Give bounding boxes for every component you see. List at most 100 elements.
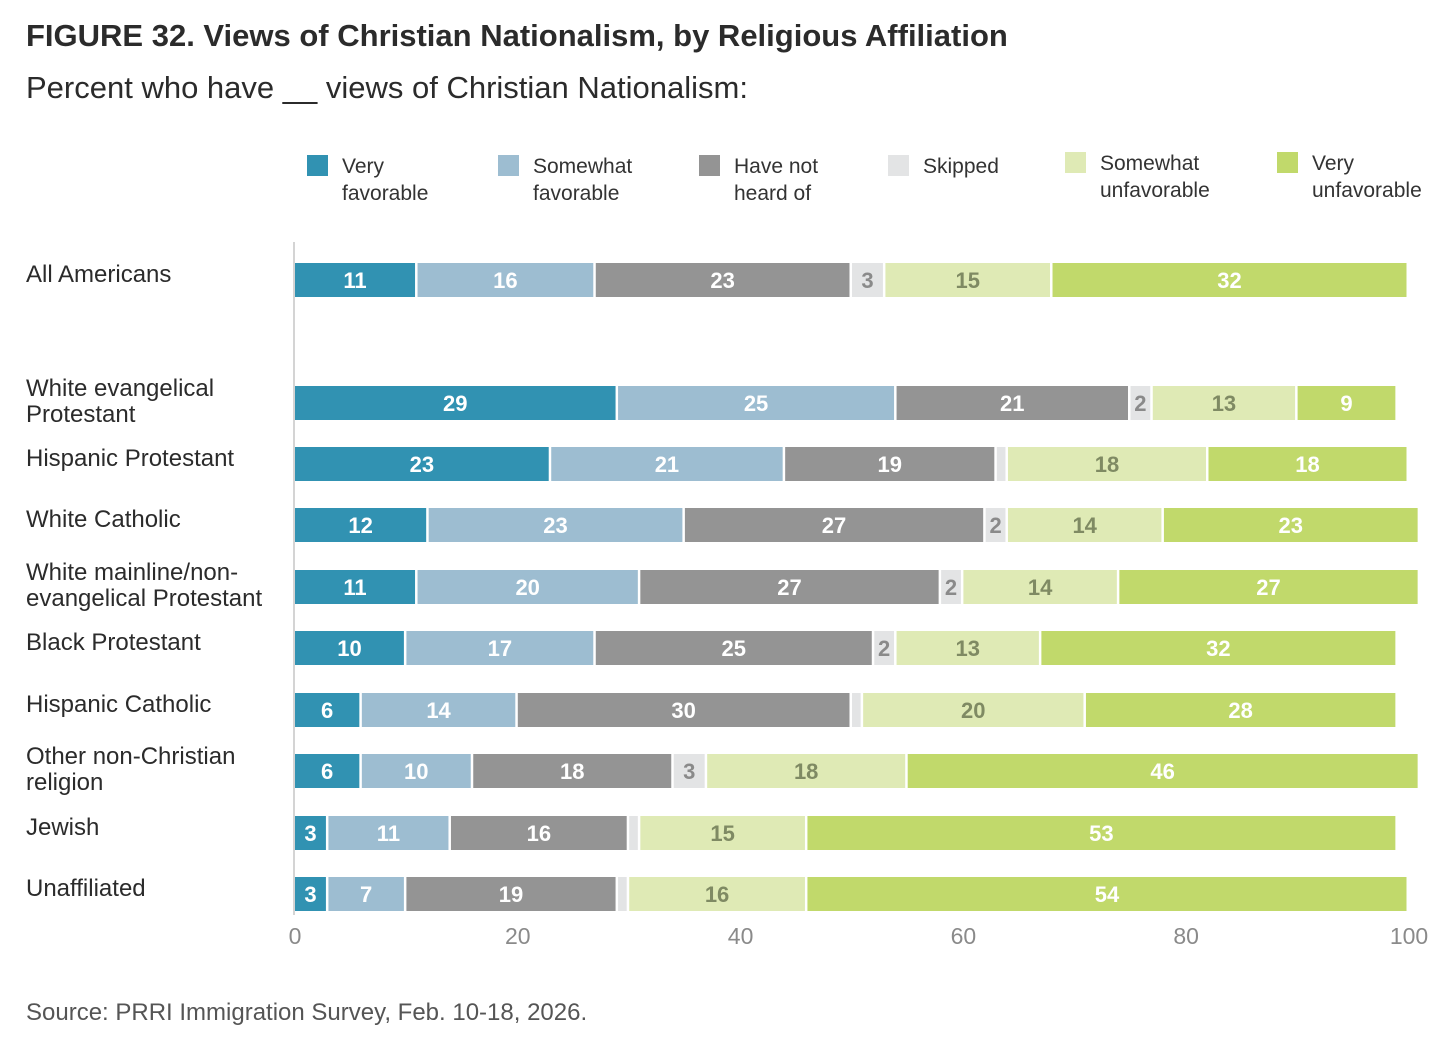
category-label: Hispanic Protestant: [26, 445, 234, 472]
data-label: 3: [304, 882, 316, 907]
category-label: Hispanic Catholic: [26, 691, 211, 718]
x-tick-label: 0: [289, 923, 302, 949]
bar-segment: [1297, 386, 1396, 420]
data-label: 16: [705, 882, 729, 907]
bar-segment: [618, 877, 627, 911]
x-tick-label: 40: [728, 923, 754, 949]
data-label: 3: [304, 821, 316, 846]
bar-segment: [707, 754, 906, 788]
data-label: 18: [794, 759, 818, 784]
legend-item-3: Skipped: [888, 155, 999, 178]
bar-segment: [295, 447, 549, 481]
bar-segment: [885, 263, 1051, 297]
legend-label: Very: [1312, 152, 1355, 175]
bar-segment: [473, 754, 672, 788]
bar-segment: [295, 631, 404, 665]
bar-segment: [595, 631, 872, 665]
data-label: 12: [348, 513, 372, 538]
data-label: 20: [961, 698, 985, 723]
bar-segment: [1041, 631, 1396, 665]
bar-row: 29 25 21 2 13 9: [295, 386, 1396, 420]
legend-label: unfavorable: [1100, 179, 1210, 202]
bar-segment: [863, 693, 1084, 727]
category-labels: All Americans White evangelicalProtestant…: [26, 261, 262, 902]
bar-segment: [1130, 386, 1151, 420]
source-note: Source: PRRI Immigration Survey, Feb. 10…: [26, 999, 588, 1026]
bar-segment: [996, 447, 1006, 481]
data-label: 6: [321, 759, 333, 784]
data-label: 2: [1134, 391, 1146, 416]
data-label: 23: [410, 452, 434, 477]
data-label: 6: [321, 698, 333, 723]
bar-segment: [1119, 570, 1418, 604]
bar-segment: [907, 754, 1418, 788]
legend-label: Somewhat: [1100, 152, 1199, 175]
data-label: 14: [426, 698, 451, 723]
legend-item-0: Very favorable: [307, 155, 428, 205]
bar-segment: [551, 447, 783, 481]
legend-label: Somewhat: [533, 155, 632, 178]
bar-segment: [640, 816, 805, 850]
data-label: 14: [1072, 513, 1097, 538]
bar-row: 3 11 16 15 53: [295, 816, 1396, 850]
data-label: 16: [527, 821, 551, 846]
bar-segment: [896, 386, 1128, 420]
bar-segment: [874, 631, 895, 665]
chart-title: FIGURE 32. Views of Christian Nationalis…: [26, 18, 1008, 53]
data-label: 18: [560, 759, 584, 784]
category-label: Black Protestant: [26, 629, 201, 656]
data-label: 19: [499, 882, 523, 907]
bar-row: 6 14 30 20 28: [295, 693, 1396, 727]
data-label: 9: [1340, 391, 1352, 416]
bar-segment: [417, 570, 638, 604]
bar-segment: [295, 570, 416, 604]
bar-segment: [406, 631, 594, 665]
x-tick-label: 20: [505, 923, 531, 949]
bar-segment: [328, 816, 449, 850]
legend-label: Very: [342, 155, 385, 178]
bar-segment: [295, 816, 326, 850]
legend-swatch: [888, 155, 909, 176]
legend-swatch: [498, 155, 519, 176]
data-label: 2: [878, 636, 890, 661]
bar-segment: [406, 877, 616, 911]
bar-segment: [963, 570, 1117, 604]
bar-segment: [1007, 447, 1206, 481]
legend: Very favorable Somewhat favorable Have not he…: [307, 152, 1422, 205]
category-label: Protestant: [26, 401, 136, 428]
bar-row: 23 21 19 18 18: [295, 447, 1407, 481]
data-label: 2: [989, 513, 1001, 538]
bar-segment: [852, 263, 883, 297]
data-label: 3: [861, 268, 873, 293]
bar-segment: [807, 877, 1407, 911]
x-tick-label: 100: [1390, 923, 1428, 949]
legend-item-4: Somewhat unfavorable: [1065, 152, 1210, 202]
bar-segment: [807, 816, 1396, 850]
data-label: 11: [377, 821, 400, 846]
bar-row: 10 17 25 2 13 32: [295, 631, 1396, 665]
data-label: 7: [360, 882, 372, 907]
bar-segment: [629, 816, 638, 850]
data-label: 32: [1206, 636, 1230, 661]
data-label: 2: [945, 575, 957, 600]
bar-segment: [941, 570, 961, 604]
bar-segment: [295, 693, 360, 727]
bar-segment: [852, 693, 861, 727]
bar-segment: [684, 508, 984, 542]
category-label: White mainline/non-: [26, 559, 238, 586]
legend-item-1: Somewhat favorable: [498, 155, 632, 205]
bar-row: 6 10 18 3 18 46: [295, 754, 1418, 788]
category-label: Other non-Christian: [26, 743, 235, 770]
data-label: 13: [1212, 391, 1236, 416]
data-label: 19: [877, 452, 901, 477]
bar-segment: [1007, 508, 1162, 542]
bar-row: 12 23 27 2 14 23: [295, 508, 1418, 542]
bar-segment: [295, 754, 360, 788]
data-label: 18: [1295, 452, 1319, 477]
legend-swatch: [307, 155, 328, 176]
data-label: 23: [710, 268, 734, 293]
x-tick-label: 60: [951, 923, 977, 949]
data-label: 17: [488, 636, 512, 661]
